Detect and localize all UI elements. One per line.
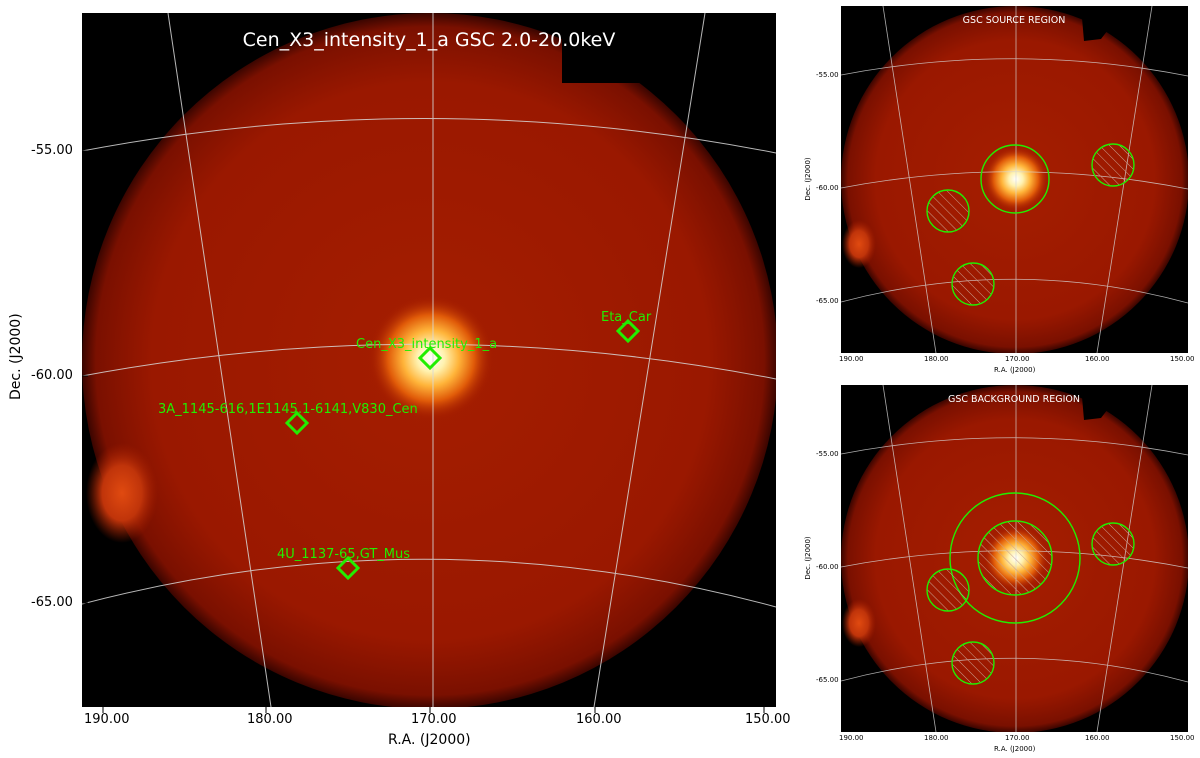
source-label-4u-1137: 4U_1137-65,GT_Mus [277, 547, 410, 562]
main-axis-frame [82, 150, 765, 713]
bg-xlabel: R.A. (J2000) [994, 745, 1036, 753]
src-ylabel: Dec. (J2000) [804, 157, 812, 201]
source-region-image: GSC SOURCE REGION [841, 6, 1188, 353]
source-region-circle [980, 144, 1050, 214]
main-ylabel: Dec. (J2000) [8, 313, 24, 400]
bg-xtick-1: 190.00 [839, 734, 864, 742]
main-xtick-2: 180.00 [247, 712, 293, 727]
src-ytick-2: -60.00 [816, 184, 839, 192]
main-xtick-1: 190.00 [84, 712, 130, 727]
src-xtick-4: 160.00 [1085, 355, 1110, 363]
src-ytick-1: -55.00 [816, 71, 839, 79]
exclusion-circle-1 [926, 189, 970, 233]
src-xtick-5: 150.00 [1170, 355, 1195, 363]
background-annulus-outer [949, 492, 1081, 624]
main-sky-image: Cen_X3_intensity_1_a GSC 2.0-20.0keV Cen… [82, 13, 776, 707]
bg-ytick-1: -55.00 [816, 450, 839, 458]
exclusion-circle-2 [1091, 143, 1135, 187]
main-ytick-1: -55.00 [31, 143, 73, 158]
background-annulus-inner [977, 520, 1053, 596]
bg-xtick-5: 150.00 [1170, 734, 1195, 742]
source-label-3a-1145: 3A_1145-616,1E1145.1-6141,V830_Cen [158, 402, 418, 417]
src-xtick-2: 180.00 [924, 355, 949, 363]
main-xtick-4: 160.00 [576, 712, 622, 727]
main-xlabel: R.A. (J2000) [388, 732, 471, 748]
src-xtick-3: 170.00 [1005, 355, 1030, 363]
main-xtick-3: 170.00 [411, 712, 457, 727]
bg-exclusion-circle-3 [951, 641, 995, 685]
edge-hotspot [86, 443, 158, 543]
main-ytick-2: -60.00 [31, 368, 73, 383]
main-xtick-5: 150.00 [745, 712, 791, 727]
src-ytick-3: -65.00 [816, 297, 839, 305]
background-region-image: GSC BACKGROUND REGION [841, 385, 1188, 732]
source-label-eta-car: Eta_Car [601, 310, 652, 325]
bg-ytick-2: -60.00 [816, 563, 839, 571]
source-panel-title: GSC SOURCE REGION [963, 15, 1066, 26]
source-label-cen-x3: Cen_X3_intensity_1_a [356, 337, 497, 352]
src-xtick-1: 190.00 [839, 355, 864, 363]
bg-xtick-3: 170.00 [1005, 734, 1030, 742]
marker-4u-1137 [335, 555, 361, 581]
bg-xtick-2: 180.00 [924, 734, 949, 742]
bright-source-glow [369, 296, 493, 420]
marker-3a-1145 [284, 410, 310, 436]
source-markers [284, 318, 641, 581]
bg-ylabel: Dec. (J2000) [804, 536, 812, 580]
bg-ytick-3: -65.00 [816, 676, 839, 684]
bg-xtick-4: 160.00 [1085, 734, 1110, 742]
main-ytick-3: -65.00 [31, 595, 73, 610]
main-title: Cen_X3_intensity_1_a GSC 2.0-20.0keV [243, 29, 616, 51]
coordinate-grid [82, 13, 776, 707]
marker-cen-x3 [417, 345, 443, 371]
exclusion-circle-3 [951, 262, 995, 306]
marker-eta-car [615, 318, 641, 344]
src-xlabel: R.A. (J2000) [994, 366, 1036, 374]
background-panel-title: GSC BACKGROUND REGION [948, 394, 1080, 405]
bg-exclusion-circle-2 [1091, 522, 1135, 566]
bg-exclusion-circle-1 [926, 568, 970, 612]
